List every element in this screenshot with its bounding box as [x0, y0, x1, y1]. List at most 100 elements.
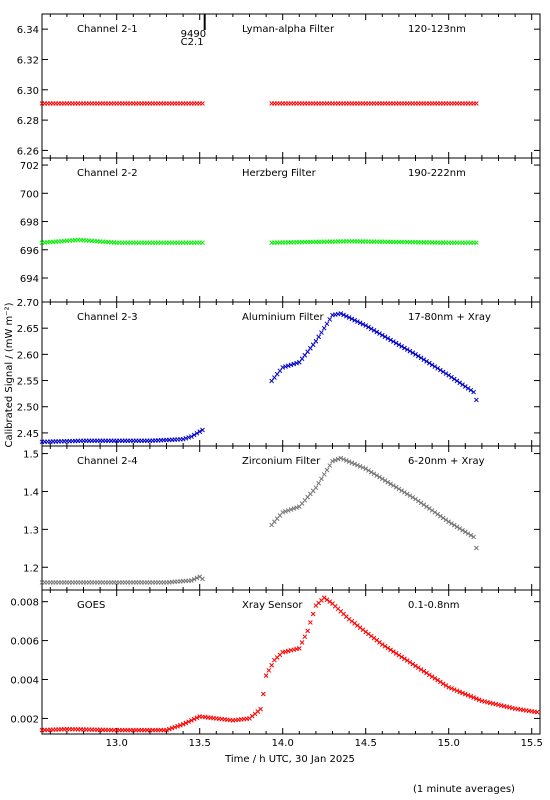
- data-point: [446, 372, 452, 378]
- data-point: [360, 321, 366, 327]
- data-point: [288, 362, 294, 368]
- data-point: [302, 634, 308, 640]
- filter-label: Herzberg Filter: [242, 168, 317, 179]
- data-point: [166, 726, 172, 732]
- data-point: [443, 683, 449, 688]
- data-point: [424, 358, 429, 364]
- panel-frame: [41, 301, 541, 447]
- data-point: [338, 311, 344, 316]
- data-point: [294, 505, 299, 510]
- data-point: [338, 455, 344, 461]
- data-point: [474, 696, 479, 702]
- data-point: [310, 342, 316, 348]
- y-tick-label: 0.004: [10, 676, 39, 687]
- data-point: [355, 462, 360, 468]
- channel-label: GOES: [77, 600, 105, 611]
- data-point: [396, 652, 402, 658]
- x-tick-label: 14.5: [355, 738, 377, 749]
- data-point: [399, 344, 405, 349]
- band-label: 17-80nm + Xray: [408, 312, 491, 323]
- data-point: [299, 356, 305, 362]
- panel-frame: [41, 13, 541, 159]
- data-point: [357, 625, 363, 630]
- data-point: [413, 352, 418, 357]
- data-point: [402, 489, 407, 495]
- data-point: [296, 646, 302, 651]
- footnote: (1 minute averages): [413, 784, 515, 795]
- data-point: [474, 397, 479, 403]
- data-point: [330, 601, 335, 606]
- data-point: [349, 618, 355, 624]
- data-point: [194, 430, 200, 436]
- data-point: [200, 576, 205, 582]
- data-point: [460, 527, 465, 533]
- data-point: [357, 464, 363, 469]
- y-tick-label: 698: [20, 218, 39, 229]
- y-tick-label: 6.34: [17, 25, 39, 36]
- data-point: [385, 645, 391, 651]
- data-point: [438, 679, 443, 685]
- data-point: [180, 721, 186, 727]
- data-point: [341, 312, 346, 318]
- data-point: [288, 507, 294, 512]
- y-tick-label: 700: [20, 189, 39, 200]
- data-point: [391, 483, 396, 488]
- x-axis-label: Time / h UTC, 30 Jan 2025: [224, 754, 355, 765]
- data-point: [446, 519, 452, 525]
- data-point: [462, 691, 468, 697]
- data-point: [360, 465, 366, 470]
- data-point: [374, 637, 380, 643]
- data-point: [440, 515, 446, 521]
- data-point: [446, 684, 452, 690]
- data-point: [429, 674, 435, 679]
- panel-frame: [41, 589, 541, 735]
- data-point: [451, 376, 457, 382]
- data-point: [451, 522, 457, 528]
- data-point: [388, 647, 393, 653]
- data-point: [355, 623, 360, 628]
- data-point: [299, 640, 305, 645]
- data-point: [169, 725, 175, 731]
- data-point: [476, 697, 482, 703]
- filter-label: Zirconium Filter: [242, 456, 321, 467]
- data-point: [413, 663, 418, 669]
- data-point: [175, 723, 180, 729]
- data-point: [413, 496, 418, 502]
- data-point: [355, 319, 360, 324]
- data-point: [283, 509, 288, 514]
- data-point: [330, 458, 335, 464]
- data-point: [280, 649, 286, 655]
- y-tick-label: 1.5: [23, 450, 39, 461]
- data-point: [415, 665, 421, 671]
- data-point: [266, 668, 272, 673]
- data-point: [186, 719, 191, 725]
- data-point: [200, 240, 205, 246]
- data-point: [468, 694, 474, 699]
- data-point: [396, 486, 402, 492]
- panel-frame: [41, 445, 541, 591]
- data-point: [164, 727, 169, 733]
- data-point: [460, 690, 465, 696]
- data-point: [191, 576, 197, 582]
- data-point: [454, 524, 460, 530]
- data-point: [465, 692, 471, 698]
- data-point: [180, 436, 186, 442]
- data-point: [189, 578, 194, 583]
- data-point: [457, 380, 463, 386]
- data-point: [438, 367, 443, 373]
- y-tick-label: 0.002: [10, 714, 39, 725]
- data-point: [321, 325, 327, 331]
- channel-label: Channel 2-4: [77, 456, 138, 467]
- data-point: [191, 432, 197, 438]
- data-point: [349, 460, 355, 466]
- data-point: [410, 495, 416, 500]
- data-point: [462, 529, 468, 535]
- data-point: [468, 387, 474, 393]
- data-point: [432, 364, 438, 369]
- data-point: [435, 677, 440, 683]
- data-point: [471, 534, 476, 540]
- data-point: [291, 506, 297, 511]
- data-point: [189, 434, 194, 439]
- data-point: [418, 500, 424, 506]
- data-point: [382, 643, 388, 649]
